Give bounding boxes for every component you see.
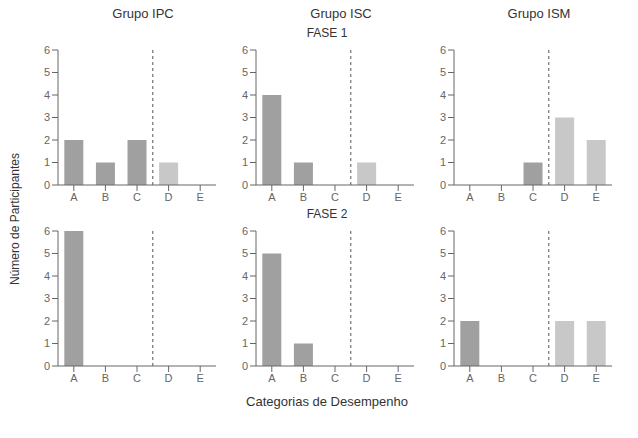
svg-text:1: 1 <box>242 156 248 168</box>
svg-text:C: C <box>331 372 339 384</box>
svg-text:C: C <box>529 191 537 203</box>
svg-text:E: E <box>197 372 204 384</box>
svg-text:3: 3 <box>242 292 248 304</box>
html-text:Grupo ISM: Grupo ISM <box>507 6 571 21</box>
svg-text:D: D <box>561 372 569 384</box>
svg-text:0: 0 <box>242 360 248 372</box>
svg-text:1: 1 <box>44 337 50 349</box>
svg-text:4: 4 <box>44 270 50 282</box>
svg-text:D: D <box>561 191 569 203</box>
html-text:Grupo ISC: Grupo ISC <box>310 6 372 21</box>
svg-text:A: A <box>70 372 78 384</box>
svg-text:D: D <box>363 372 371 384</box>
svg-text:6: 6 <box>44 44 50 56</box>
svg-text:5: 5 <box>440 66 446 78</box>
svg-text:5: 5 <box>242 247 248 259</box>
svg-text:B: B <box>300 191 307 203</box>
svg-text:3: 3 <box>44 292 50 304</box>
svg-text:3: 3 <box>242 111 248 123</box>
svg-text:B: B <box>102 191 109 203</box>
svg-text:A: A <box>268 191 276 203</box>
svg-text:C: C <box>133 191 141 203</box>
html-text:Categorias de Desempenho: Categorias de Desempenho <box>246 394 408 409</box>
svg-text:0: 0 <box>44 179 50 191</box>
svg-text:A: A <box>466 191 474 203</box>
svg-text:E: E <box>593 191 600 203</box>
svg-text:2: 2 <box>440 315 446 327</box>
svg-text:D: D <box>165 191 173 203</box>
svg-text:5: 5 <box>242 66 248 78</box>
svg-text:B: B <box>498 191 505 203</box>
svg-text:A: A <box>70 191 78 203</box>
svg-text:0: 0 <box>44 360 50 372</box>
svg-text:B: B <box>498 372 505 384</box>
html-text:FASE 1: FASE 1 <box>306 26 348 40</box>
svg-text:6: 6 <box>440 44 446 56</box>
svg-text:E: E <box>197 191 204 203</box>
svg-text:2: 2 <box>440 134 446 146</box>
svg-text:4: 4 <box>242 89 248 101</box>
svg-text:3: 3 <box>440 292 446 304</box>
svg-text:4: 4 <box>242 270 248 282</box>
svg-text:E: E <box>395 372 402 384</box>
svg-text:D: D <box>165 372 173 384</box>
html-text:Número de Participantes: Número de Participantes <box>8 153 22 285</box>
svg-text:B: B <box>300 372 307 384</box>
html-text:Grupo IPC: Grupo IPC <box>112 6 174 21</box>
svg-text:1: 1 <box>440 337 446 349</box>
svg-text:6: 6 <box>242 225 248 237</box>
svg-text:2: 2 <box>242 134 248 146</box>
svg-text:D: D <box>363 191 371 203</box>
svg-text:1: 1 <box>44 156 50 168</box>
svg-text:C: C <box>133 372 141 384</box>
svg-text:6: 6 <box>44 225 50 237</box>
html-text:FASE 2: FASE 2 <box>306 207 348 221</box>
svg-text:A: A <box>466 372 474 384</box>
svg-text:6: 6 <box>440 225 446 237</box>
svg-text:B: B <box>102 372 109 384</box>
svg-text:4: 4 <box>440 89 446 101</box>
svg-text:1: 1 <box>242 337 248 349</box>
svg-text:2: 2 <box>44 315 50 327</box>
svg-text:4: 4 <box>440 270 446 282</box>
svg-text:2: 2 <box>44 134 50 146</box>
svg-text:1: 1 <box>440 156 446 168</box>
svg-text:C: C <box>331 191 339 203</box>
svg-text:E: E <box>593 372 600 384</box>
svg-text:5: 5 <box>440 247 446 259</box>
svg-text:3: 3 <box>440 111 446 123</box>
svg-text:2: 2 <box>242 315 248 327</box>
svg-text:4: 4 <box>44 89 50 101</box>
svg-text:0: 0 <box>440 179 446 191</box>
svg-text:C: C <box>529 372 537 384</box>
svg-text:3: 3 <box>44 111 50 123</box>
svg-text:A: A <box>268 372 276 384</box>
svg-text:0: 0 <box>440 360 446 372</box>
svg-text:6: 6 <box>242 44 248 56</box>
svg-text:0: 0 <box>242 179 248 191</box>
svg-text:5: 5 <box>44 66 50 78</box>
svg-text:5: 5 <box>44 247 50 259</box>
svg-text:E: E <box>395 191 402 203</box>
